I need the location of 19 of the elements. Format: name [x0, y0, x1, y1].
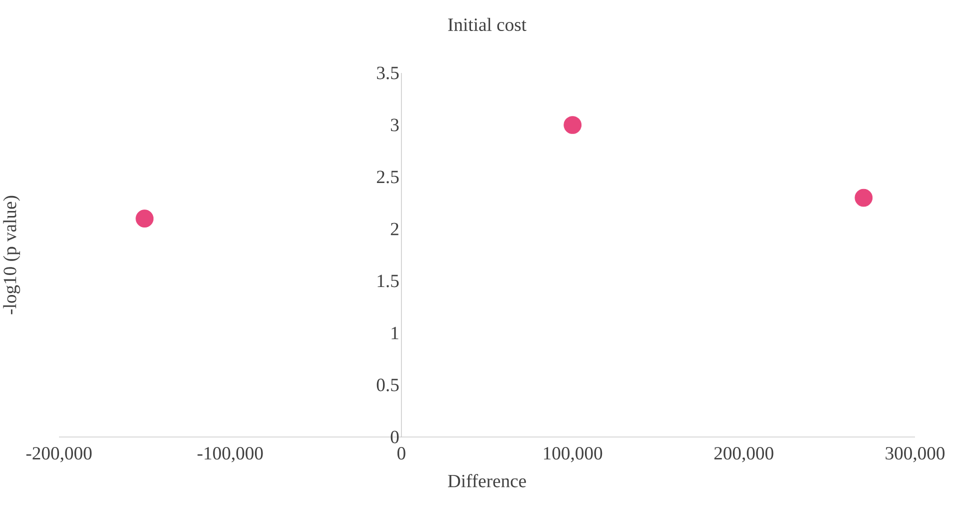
y-axis-title: -log10 (p value) — [3, 196, 20, 314]
y-tick-label: 3 — [390, 118, 399, 132]
point — [564, 116, 582, 134]
chart-title: Initial cost — [448, 18, 526, 32]
y-tick-label: 3.5 — [377, 66, 399, 80]
y-tick-label: 1.5 — [378, 274, 399, 288]
point — [136, 210, 154, 228]
x-tick-label: -200,000 — [26, 447, 92, 462]
x-tick-label: -100,000 — [198, 447, 263, 462]
y-tick-label: 0 — [390, 430, 399, 444]
x-tick-label: 100,000 — [544, 447, 602, 462]
y-tick-label: 0.5 — [376, 378, 399, 392]
x-tick-label: 200,000 — [714, 447, 774, 462]
x-axis-title: Difference — [448, 474, 526, 488]
x-tick-label: 300,000 — [886, 447, 945, 462]
y-tick-label: 2.5 — [376, 170, 399, 184]
y-tick-label: 1 — [392, 326, 398, 340]
point — [854, 188, 873, 207]
y-tick-label: 2 — [390, 222, 398, 236]
